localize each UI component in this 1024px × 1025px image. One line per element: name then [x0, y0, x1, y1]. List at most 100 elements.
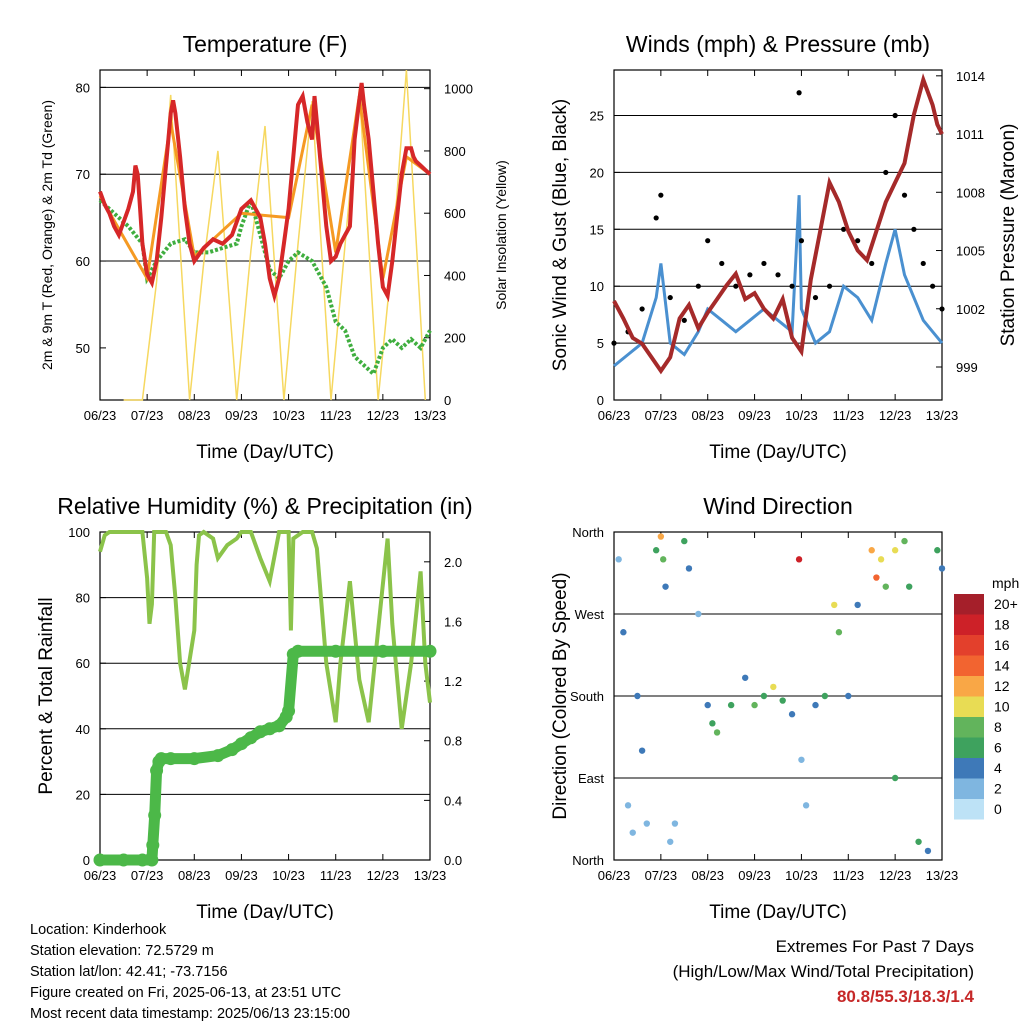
- dir-xtick-label-0: 06/23: [598, 868, 631, 883]
- legend-swatch-8: [954, 758, 984, 779]
- wind-gust-point: [667, 294, 673, 301]
- rh-xlabel: Time (Day/UTC): [196, 902, 334, 920]
- wind-ylabel-right: Station Pressure (Maroon): [998, 124, 1019, 347]
- info-location: Location: Kinderhook: [30, 922, 167, 938]
- legend-label-5: 10: [994, 699, 1010, 715]
- wind-gust-point: [869, 260, 875, 267]
- dir-point: [652, 547, 660, 554]
- dir-point: [821, 692, 829, 700]
- temp-xtick-label-3: 09/23: [225, 408, 258, 423]
- wind-gust-point: [611, 340, 617, 346]
- temp-xlabel: Time (Day/UTC): [196, 442, 334, 463]
- wind-title: Winds (mph) & Pressure (mb): [626, 31, 930, 57]
- rh-ytick-label-1: 20: [76, 787, 90, 802]
- wind-gust-point: [911, 226, 917, 232]
- dir-point: [742, 674, 749, 681]
- rh-xtick-label-0: 06/23: [84, 868, 117, 883]
- rh-precip-point: [211, 749, 225, 763]
- wind-gust-point: [733, 283, 739, 289]
- wind-gust-point: [658, 192, 664, 198]
- rh-precip-point: [146, 838, 160, 852]
- legend-swatch-9: [954, 778, 984, 799]
- wind-ytick-right-label-4: 1011: [956, 127, 984, 142]
- rh-xtick-label-5: 11/23: [320, 868, 352, 883]
- dir-point: [798, 756, 805, 763]
- dir-point: [901, 537, 908, 545]
- rh-xtick-label-1: 07/23: [131, 868, 164, 883]
- legend-title: mph: [992, 575, 1019, 591]
- dir-xtick-label-7: 13/23: [926, 868, 959, 883]
- wind-ytick-right-label-5: 1014: [956, 69, 985, 84]
- dir-point: [877, 556, 885, 563]
- wind-ytick-label-3: 15: [590, 222, 604, 237]
- wind-gust-point: [796, 90, 802, 96]
- rh-precip-point: [291, 644, 305, 658]
- dir-xtick-label-2: 08/23: [691, 868, 724, 883]
- rh-xtick-label-6: 12/23: [367, 868, 400, 883]
- rh-precip-point: [234, 737, 248, 751]
- legend-label-8: 4: [994, 760, 1002, 776]
- info-elevation: Station elevation: 72.5729 m: [30, 943, 214, 959]
- extremes-subtitle: (High/Low/Max Wind/Total Precipitation): [672, 962, 974, 981]
- legend-label-9: 2: [994, 781, 1002, 797]
- wind-gust-point: [892, 112, 898, 119]
- temp-plot-frame: [99, 69, 431, 401]
- figure: Temperature (F) 06/23 07/23 08/23 09/23 10/23…: [36, 31, 1019, 920]
- rh-ytick-label-0: 0: [83, 853, 90, 868]
- wind-xtick-label-7: 13/23: [926, 408, 959, 423]
- wind-xtick-label-5: 11/23: [832, 408, 864, 423]
- humidity-precip-panel: Relative Humidity (%) & Precipitation (i…: [36, 493, 473, 920]
- temp-xtick-label-0: 06/23: [84, 408, 117, 423]
- temp-ytick-label-0: 50: [76, 341, 90, 356]
- temp-ytick-right-label-4: 800: [444, 144, 466, 159]
- temp-ytick-label-1: 60: [76, 254, 90, 269]
- rh-ytick-right-label-4: 1.6: [444, 614, 462, 629]
- dir-point: [638, 747, 646, 754]
- wind-gust-point: [920, 260, 926, 267]
- dir-point: [643, 820, 650, 827]
- wind-ytick-label-0: 0: [597, 393, 604, 408]
- legend-label-4: 12: [994, 678, 1010, 694]
- rh-xtick-label-4: 10/23: [272, 868, 305, 883]
- dir-point: [854, 601, 861, 609]
- temp-ylabel-right: Solar Insolation (Yellow): [493, 160, 509, 310]
- wind-gust-point: [639, 306, 645, 312]
- wind-gust-point: [695, 283, 701, 289]
- temperature-panel: Temperature (F) 06/23 07/23 08/23 09/23 10/23…: [39, 31, 509, 463]
- dir-point: [924, 847, 932, 855]
- rh-xtick-label-2: 08/23: [178, 868, 211, 883]
- wind-xtick-label-6: 12/23: [879, 408, 912, 423]
- wind-ytick-right-label-3: 1008: [956, 185, 985, 200]
- station-info: Location: Kinderhook Station elevation: …: [30, 920, 350, 1025]
- temp-ylabel-left: 2m & 9m T (Red, Orange) & 2m Td (Green): [39, 100, 55, 370]
- wind-plot-frame: [613, 69, 943, 401]
- wind-gust-point: [826, 283, 833, 289]
- wind-ytick-right-label-2: 1005: [956, 244, 985, 259]
- dir-title: Wind Direction: [703, 493, 853, 519]
- rh-ytick-right-label-2: 0.8: [444, 734, 462, 749]
- wind-gust-point: [719, 260, 725, 267]
- dir-point: [704, 701, 711, 709]
- rh-xtick-label-7: 13/23: [414, 868, 447, 883]
- dir-point: [831, 601, 838, 609]
- wind-ytick-label-5: 25: [590, 109, 604, 124]
- rh-precip-point: [244, 731, 258, 745]
- dir-point: [835, 629, 843, 636]
- legend-swatch-10: [954, 799, 984, 820]
- temp-xtick-label-5: 11/23: [320, 408, 352, 423]
- speed-color-legend: mph 20+ 18 16 14 12 10 8 6 4 2 0: [954, 575, 1019, 820]
- wind-ytick-label-1: 5: [597, 336, 604, 351]
- dir-point: [620, 629, 627, 636]
- wind-gust-point: [789, 283, 795, 289]
- dir-point: [629, 829, 636, 836]
- temp-series-dewpoint: [98, 193, 432, 378]
- dir-point: [938, 565, 946, 572]
- temp-ytick-label-3: 80: [76, 80, 90, 95]
- dir-point: [915, 838, 922, 845]
- legend-label-0: 20+: [994, 596, 1018, 612]
- wind-ylabel-left: Sonic Wind & Gust (Blue, Black): [550, 99, 571, 371]
- rh-series-humidity: [98, 529, 432, 730]
- extremes-title: Extremes For Past 7 Days: [775, 937, 974, 956]
- rh-ytick-label-5: 100: [68, 525, 90, 540]
- rh-precip-point: [187, 752, 201, 766]
